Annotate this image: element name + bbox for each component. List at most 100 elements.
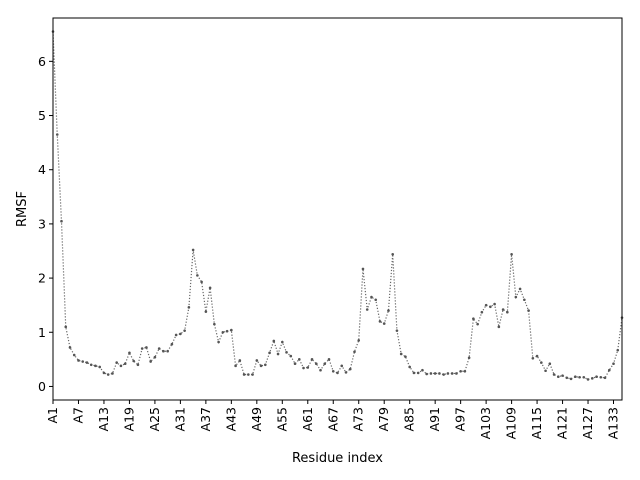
data-point <box>323 362 327 366</box>
data-point <box>446 372 450 375</box>
data-point <box>476 322 479 326</box>
y-tick-label: 1 <box>38 325 46 340</box>
data-point <box>119 364 123 368</box>
data-point <box>544 369 547 373</box>
data-point <box>272 339 276 343</box>
data-point <box>429 372 433 375</box>
data-point <box>535 354 539 358</box>
data-point <box>425 372 428 376</box>
data-point <box>391 252 395 256</box>
data-point <box>412 371 416 375</box>
data-point <box>242 373 246 376</box>
y-tick-label: 6 <box>38 54 46 69</box>
data-point <box>450 372 454 375</box>
data-point <box>552 373 556 376</box>
x-tick-label: A31 <box>172 407 187 431</box>
x-tick-label: A103 <box>478 407 493 439</box>
data-point <box>590 377 594 380</box>
data-point <box>234 364 237 368</box>
data-point <box>106 373 110 376</box>
data-point <box>111 372 114 375</box>
x-tick-label: A19 <box>121 407 136 432</box>
data-point <box>561 374 564 377</box>
y-axis: 0 1 2 3 4 5 6 <box>38 54 53 394</box>
x-tick-label: A37 <box>198 407 213 431</box>
x-tick-label: A55 <box>274 407 289 431</box>
data-point <box>599 375 603 379</box>
data-point <box>399 352 403 356</box>
x-axis: A1 A7 A13 A19 A25 A31 A37 A43 A49 A55 A61 A67 A73 A79… <box>45 400 621 439</box>
data-point <box>365 308 369 311</box>
data-point <box>145 346 148 349</box>
data-point <box>204 310 208 313</box>
data-point <box>196 274 199 277</box>
data-point <box>331 369 335 373</box>
data-point <box>595 375 598 379</box>
data-point <box>582 375 586 379</box>
data-point <box>166 349 169 353</box>
data-point <box>89 363 93 367</box>
data-point <box>510 252 513 256</box>
data-point <box>378 320 382 323</box>
x-tick-label: A91 <box>427 407 442 431</box>
data-point <box>213 322 216 326</box>
data-point <box>179 332 182 336</box>
data-point <box>55 133 59 136</box>
data-point <box>459 369 462 373</box>
data-point <box>221 330 225 334</box>
data-point <box>230 328 233 332</box>
data-point <box>319 368 322 372</box>
data-point <box>382 322 386 325</box>
x-tick-label: A121 <box>555 407 570 439</box>
data-point <box>578 375 581 379</box>
data-point <box>548 362 552 366</box>
data-point <box>162 349 165 353</box>
data-point <box>463 369 467 373</box>
data-point <box>374 298 378 302</box>
data-point <box>289 354 293 358</box>
y-tick-label: 3 <box>38 216 46 231</box>
x-tick-label: A1 <box>45 407 60 424</box>
data-point <box>191 248 195 252</box>
axes-frame <box>52 17 623 401</box>
data-point <box>421 368 424 372</box>
data-point <box>607 368 611 372</box>
data-point <box>68 346 72 349</box>
x-tick-label: A79 <box>376 407 391 432</box>
data-point <box>285 351 288 354</box>
data-point <box>268 351 271 355</box>
data-point <box>157 347 161 350</box>
data-point <box>281 340 284 344</box>
data-point <box>395 329 399 332</box>
data-point <box>353 350 356 354</box>
x-tick-label: A13 <box>96 407 111 431</box>
data-point <box>128 351 131 355</box>
data-point <box>60 219 63 223</box>
data-point <box>140 347 144 350</box>
data-point <box>297 358 301 361</box>
data-point <box>247 373 250 376</box>
data-point <box>442 373 445 376</box>
x-tick-label: A109 <box>504 407 519 439</box>
data-point <box>115 361 118 364</box>
y-tick-label: 2 <box>38 271 46 286</box>
data-point <box>77 359 80 362</box>
data-point <box>264 363 267 367</box>
data-point <box>586 378 590 381</box>
data-point <box>149 360 152 363</box>
data-point <box>361 267 365 271</box>
data-point <box>404 355 407 358</box>
x-tick-label: A115 <box>529 407 544 439</box>
data-point <box>523 298 526 302</box>
data-point <box>85 361 89 364</box>
data-point <box>217 340 220 344</box>
x-tick-label: A7 <box>70 407 85 424</box>
data-point <box>514 295 518 299</box>
data-point <box>612 362 615 366</box>
data-point <box>81 360 85 363</box>
data-point <box>433 372 437 375</box>
data-point <box>455 372 458 375</box>
data-point <box>472 317 475 321</box>
data-point <box>327 358 331 361</box>
data-point <box>102 371 106 375</box>
